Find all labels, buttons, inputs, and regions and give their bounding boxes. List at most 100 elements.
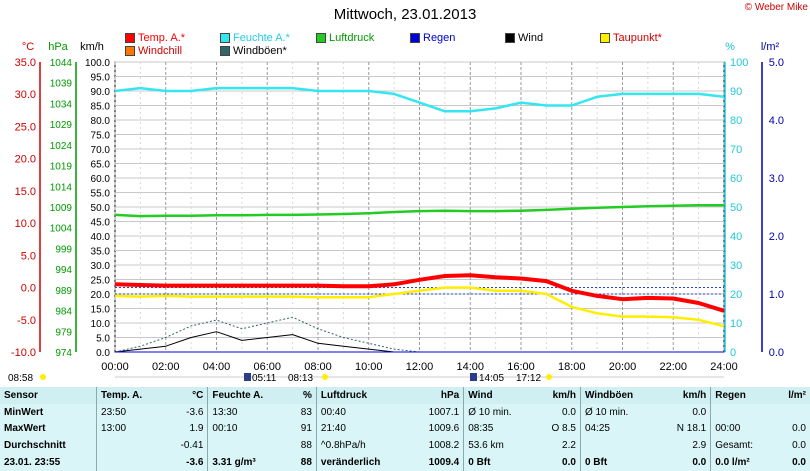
wind-axis-tick: 40.0 xyxy=(91,232,111,243)
wind-axis-tick: 85.0 xyxy=(91,102,111,113)
cell-rain-value xyxy=(774,404,810,421)
humidity-axis-tick: 10 xyxy=(730,318,742,330)
row-label: MaxWert xyxy=(4,423,46,435)
temp-axis-tick: 20.0 xyxy=(15,154,36,166)
x-axis-tick: 18:00 xyxy=(558,361,586,373)
cell-rain-value: 0.0 xyxy=(792,423,806,435)
legend-swatch xyxy=(410,33,420,43)
cell-wind-time: Ø 10 min. xyxy=(463,403,536,421)
x-axis-tick: 00:00 xyxy=(101,361,129,373)
cell-temp-time xyxy=(96,454,165,471)
x-axis-tick: 22:00 xyxy=(659,361,687,373)
temp-axis-tick: 10.0 xyxy=(15,218,36,230)
stats-table: Sensor Temp. A. °C Feuchte A. % Luftdruc… xyxy=(0,387,810,471)
legend-item-windchill: Windchill xyxy=(125,45,182,57)
header-humidity-unit: % xyxy=(289,387,317,404)
temp-axis-tick: 25.0 xyxy=(15,121,36,133)
cell-rain-value: 0.0 xyxy=(792,440,806,452)
header-gusts-unit: km/h xyxy=(658,387,711,404)
chart-title: Mittwoch, 23.01.2013 xyxy=(333,6,477,23)
humidity-axis-tick: 30 xyxy=(730,260,742,272)
legend-item-wind: Wind xyxy=(505,32,543,44)
cell-wind-bft: 0 Bft xyxy=(463,454,536,471)
cell-gusts-time xyxy=(579,437,659,455)
wind-axis-tick: 35.0 xyxy=(91,247,111,258)
wind-axis-tick: 10.0 xyxy=(91,319,111,330)
wind-axis-tick: 70.0 xyxy=(91,145,111,156)
sunset-time: 17:12 xyxy=(516,373,542,384)
pressure-axis-tick: 999 xyxy=(55,244,72,255)
legend-swatch xyxy=(220,33,230,43)
pressure-axis-tick: 1029 xyxy=(50,120,73,131)
legend-item-rain: Regen xyxy=(410,32,455,44)
cell-temp-value: 1.9 xyxy=(189,423,204,435)
wind-axis-tick: 60.0 xyxy=(91,174,111,185)
cell-wind-value: 2.2 xyxy=(562,440,576,452)
temp-axis-unit: °C xyxy=(22,41,34,53)
temp-axis-tick: 35.0 xyxy=(15,57,36,69)
cell-temp-value: -3.6 xyxy=(186,406,204,418)
temp-axis-tick: -10.0 xyxy=(11,347,36,359)
cell-rain-label: Gesamt: xyxy=(710,437,775,455)
legend-item-temp: Temp. A.* xyxy=(125,32,185,44)
cell-temp-time: 23:50 xyxy=(96,403,165,421)
cell-humidity-value: 88 xyxy=(300,440,312,452)
legend-swatch xyxy=(316,33,326,43)
wind-axis-tick: 0.0 xyxy=(96,348,110,359)
row-label: 23.01. 23:55 xyxy=(4,457,61,469)
cell-humidity-time: 13:30 xyxy=(207,403,290,421)
cell-pressure-forecast: veränderlich xyxy=(315,454,410,471)
cell-gusts-time: Ø 10 min. xyxy=(579,403,659,421)
humidity-axis-tick: 20 xyxy=(730,289,742,301)
cell-gusts-bft: 0 Bft xyxy=(579,454,659,471)
rain-axis-tick: 5.0 xyxy=(769,57,784,69)
cell-gusts-value: 0.0 xyxy=(692,406,707,418)
pressure-axis-tick: 1009 xyxy=(50,203,73,214)
cell-pressure-value: 1007.1 xyxy=(428,406,460,418)
humidity-axis-tick: 100 xyxy=(730,57,748,69)
header-wind: Wind xyxy=(463,387,536,404)
sunrise-time: 08:13 xyxy=(288,373,314,384)
x-axis-tick: 02:00 xyxy=(152,361,180,373)
pressure-axis-tick: 1034 xyxy=(50,99,73,110)
cell-pressure-time: 21:40 xyxy=(315,420,410,438)
cell-humidity-time xyxy=(207,437,290,455)
series-line-temp-a xyxy=(114,273,725,313)
wind-axis-tick: 25.0 xyxy=(91,276,111,287)
x-axis-tick: 08:00 xyxy=(304,361,332,373)
rain-axis-unit: l/m² xyxy=(761,41,780,53)
pressure-axis-unit: hPa xyxy=(48,41,68,53)
wind-axis-tick: 5.0 xyxy=(96,334,110,345)
legend-swatch xyxy=(125,46,135,56)
header-pressure-unit: hPa xyxy=(409,387,464,404)
temp-axis-tick: 5.0 xyxy=(21,250,36,262)
wind-axis-tick: 80.0 xyxy=(91,116,111,127)
pressure-axis-tick: 1039 xyxy=(50,79,73,90)
cell-gusts-time: 04:25 xyxy=(579,420,659,438)
rain-axis-tick: 4.0 xyxy=(769,115,784,127)
wind-axis-tick: 20.0 xyxy=(91,290,111,301)
cell-humidity-value: 91 xyxy=(300,423,312,435)
cell-gusts-value: N 18.1 xyxy=(676,423,707,435)
pressure-axis-tick: 1024 xyxy=(50,141,73,152)
header-rain-unit: l/m² xyxy=(774,387,810,404)
cell-pressure-time: 00:40 xyxy=(315,403,410,421)
pressure-axis-tick: 989 xyxy=(55,286,72,297)
series-line-taupunkt xyxy=(114,286,725,328)
cell-wind-value: O 8.5 xyxy=(551,423,576,435)
wind-axis-tick: 15.0 xyxy=(91,305,111,316)
cell-rain-value: 0.0 xyxy=(792,457,806,469)
x-axis-tick: 14:00 xyxy=(456,361,484,373)
pressure-axis-tick: 984 xyxy=(55,307,72,318)
cell-wind-value: 0.0 xyxy=(562,457,576,469)
sunset-icon xyxy=(546,374,552,380)
cell-humidity-time: 00:10 xyxy=(207,420,290,438)
cell-humidity-value: 83 xyxy=(300,406,312,418)
copyright-label: © Weber Mike xyxy=(744,2,808,13)
header-temp-unit: °C xyxy=(164,387,208,404)
rain-axis-tick: 2.0 xyxy=(769,231,784,243)
cell-rain-total: 0.0 l/m² xyxy=(710,454,775,471)
legend-swatch xyxy=(220,46,230,56)
sunrise-icon xyxy=(322,374,328,380)
